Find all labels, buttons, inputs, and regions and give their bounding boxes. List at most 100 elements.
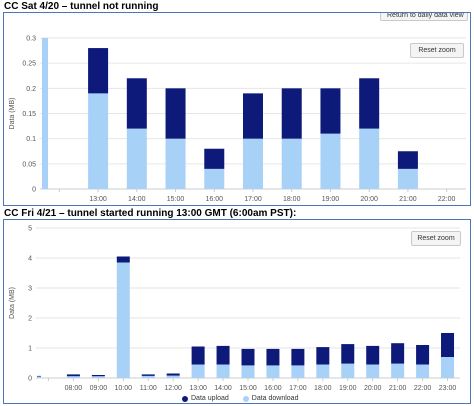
bar-download-19:00[interactable] (320, 133, 341, 189)
bottom-chart-title: CC Fri 4/21 – tunnel started running 13:… (4, 208, 297, 219)
bottom-stacked-bar-chart-y-tick-label: 1 (28, 346, 32, 353)
top-stacked-bar-chart-y-axis-title: Data (MB) (9, 98, 16, 130)
top-stacked-bar-chart-y-tick-label: 0.15 (22, 111, 36, 118)
bar-upload-19:00[interactable] (320, 88, 341, 134)
x-tick-label-13:00: 13:00 (189, 385, 207, 392)
bar-upload-17:00[interactable] (291, 348, 305, 366)
x-tick-label-10:00: 10:00 (115, 385, 133, 392)
bar-upload-22:00[interactable] (416, 345, 430, 365)
x-tick-label-16:00: 16:00 (206, 196, 224, 203)
bar-upload-21:00[interactable] (397, 151, 418, 169)
legend-item-upload[interactable]: Data upload (182, 395, 229, 402)
bar-upload-13:00[interactable] (191, 346, 205, 365)
x-tick-label-14:00: 14:00 (128, 196, 146, 203)
x-tick-label-14:00: 14:00 (214, 385, 232, 392)
x-tick-label-12:00: 12:00 (164, 385, 182, 392)
bar-download-07:00[interactable] (37, 376, 41, 379)
bar-upload-20:00[interactable] (359, 78, 380, 129)
legend-upload-marker (182, 395, 188, 402)
return-to-daily-view-button[interactable]: Return to daily data view (380, 13, 468, 21)
bar-upload-16:00[interactable] (266, 348, 280, 366)
x-tick-label-22:00: 22:00 (414, 385, 432, 392)
bar-download-13:00[interactable] (191, 364, 205, 379)
bar-upload-08:00[interactable] (66, 374, 80, 377)
bar-upload-14:00[interactable] (216, 345, 230, 365)
bar-upload-11:00[interactable] (141, 374, 155, 376)
bottom-stacked-bar-chart-y-tick-label: 4 (28, 256, 32, 263)
bar-upload-18:00[interactable] (316, 347, 330, 365)
bar-download-15:00[interactable] (241, 365, 255, 378)
bar-upload-15:00[interactable] (241, 348, 255, 366)
bar-upload-21:00[interactable] (391, 343, 405, 364)
bottom-stacked-bar-chart-y-axis-title: Data (MB) (9, 287, 16, 319)
x-tick-label-16:00: 16:00 (264, 385, 282, 392)
bar-upload-13:00[interactable] (88, 48, 109, 94)
bottom-stacked-bar-chart-y-tick-label: 3 (28, 286, 32, 293)
legend-download-marker (242, 395, 249, 402)
bar-download-21:00[interactable] (391, 363, 405, 378)
bar-download-14:00[interactable] (216, 364, 230, 379)
bar-upload-17:00[interactable] (243, 93, 263, 139)
bar-upload-12:00[interactable] (166, 373, 180, 376)
bar-upload-15:00[interactable] (165, 88, 186, 139)
bar-download-18:00[interactable] (316, 364, 330, 379)
bar-download-16:00[interactable] (266, 365, 280, 378)
x-tick-label-21:00: 21:00 (389, 385, 407, 392)
bar-upload-10:00[interactable] (116, 256, 130, 263)
bar-download-13:00[interactable] (88, 93, 109, 189)
legend-item-download[interactable]: Data download (242, 395, 298, 402)
bottom-stacked-bar-chart: 0 1 2 3 4 5 Data (MB) 08:00 09:00 10:00 11:00 12:00… (9, 226, 460, 392)
bar-download-12:00[interactable] (42, 38, 48, 189)
bar-download-14:00[interactable] (126, 128, 147, 189)
bar-download-11:00[interactable] (141, 375, 155, 378)
bar-download-20:00[interactable] (366, 364, 380, 379)
bar-upload-23:00[interactable] (441, 333, 455, 357)
x-tick-label-08:00: 08:00 (65, 385, 83, 392)
bar-download-17:00[interactable] (243, 138, 263, 189)
bar-upload-16:00[interactable] (204, 148, 225, 169)
bar-upload-09:00[interactable] (91, 375, 105, 377)
x-tick-label-21:00: 21:00 (399, 196, 417, 203)
top-stacked-bar-chart-y-tick-label: 0.05 (22, 161, 36, 168)
bar-upload-20:00[interactable] (366, 345, 380, 365)
x-tick-label-09:00: 09:00 (90, 385, 108, 392)
x-tick-label-15:00: 15:00 (239, 385, 257, 392)
bottom-stacked-bar-chart-y-tick-label: 2 (28, 316, 32, 323)
bar-download-18:00[interactable] (281, 138, 302, 189)
top-stacked-bar-chart-y-tick-label: 0 (32, 187, 36, 194)
reset-zoom-button-top[interactable]: Reset zoom (410, 43, 464, 58)
bar-download-23:00[interactable] (441, 357, 455, 378)
x-tick-label-23:00: 23:00 (439, 385, 457, 392)
top-chart-title: CC Sat 4/20 – tunnel not running (4, 1, 159, 12)
top-stacked-bar-chart-y-tick-label: 0.25 (22, 61, 36, 68)
x-tick-label-15:00: 15:00 (167, 196, 185, 203)
bar-download-09:00[interactable] (91, 376, 105, 378)
x-tick-label-17:00: 17:00 (289, 385, 307, 392)
x-tick-label-18:00: 18:00 (283, 196, 301, 203)
x-tick-label-19:00: 19:00 (322, 196, 340, 203)
bar-download-22:00[interactable] (416, 364, 430, 379)
x-tick-label-18:00: 18:00 (314, 385, 332, 392)
bar-download-16:00[interactable] (204, 168, 225, 189)
bar-upload-18:00[interactable] (281, 88, 302, 139)
x-tick-label-20:00: 20:00 (360, 196, 378, 203)
bar-upload-19:00[interactable] (341, 344, 355, 364)
reset-zoom-button-bottom[interactable]: Reset zoom (411, 231, 461, 246)
x-tick-label-13:00: 13:00 (89, 196, 107, 203)
bar-upload-14:00[interactable] (126, 78, 147, 129)
x-tick-label-19:00: 19:00 (339, 385, 357, 392)
bar-download-20:00[interactable] (359, 128, 380, 189)
x-tick-label-22:00: 22:00 (438, 196, 456, 203)
bar-download-15:00[interactable] (165, 138, 186, 189)
bar-upload-07:00[interactable] (37, 375, 41, 377)
bar-download-10:00[interactable] (116, 262, 130, 379)
top-stacked-bar-chart-y-tick-label: 0.3 (26, 36, 36, 43)
x-tick-label-11:00: 11:00 (140, 385, 157, 392)
bar-download-21:00[interactable] (397, 168, 418, 189)
bar-download-17:00[interactable] (291, 365, 305, 378)
top-stacked-bar-chart: 0 0.05 0.1 0.15 0.2 0.25 0.3 Data (MB) 13:00 14:0… (9, 36, 466, 203)
bar-download-12:00[interactable] (166, 375, 180, 378)
bottom-stacked-bar-chart-y-tick-label: 5 (28, 226, 32, 233)
bar-download-19:00[interactable] (341, 363, 355, 378)
bar-download-08:00[interactable] (66, 376, 80, 378)
